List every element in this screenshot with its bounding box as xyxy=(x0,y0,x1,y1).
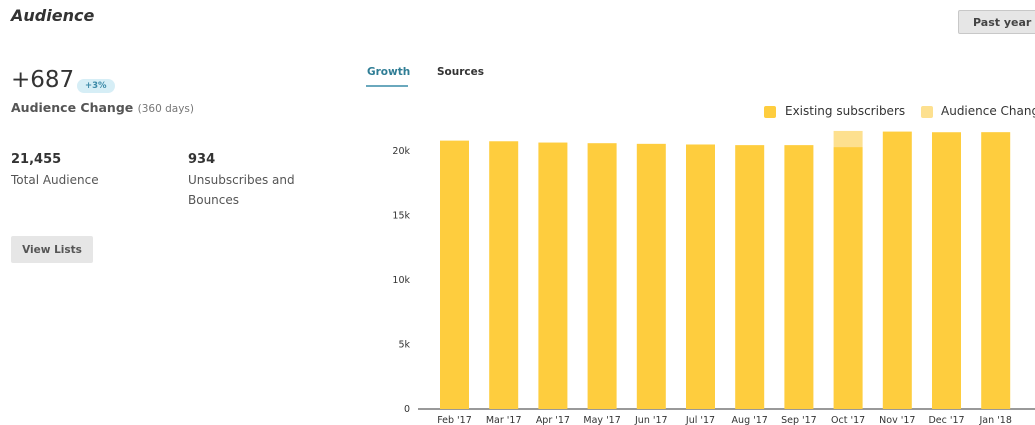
y-tick-label: 5k xyxy=(398,339,410,350)
audience-change-period: (360 days) xyxy=(137,103,194,115)
y-tick-label: 20k xyxy=(392,146,410,157)
x-tick-label: Mar '17 xyxy=(486,415,522,425)
bar-existing-subscribers xyxy=(636,143,666,409)
tab-sources[interactable]: Sources xyxy=(437,66,485,78)
date-range-label: Past year xyxy=(973,16,1032,29)
audience-change-label: Audience Change (360 days) xyxy=(11,100,194,115)
total-audience-value: 21,455 xyxy=(11,152,62,167)
x-tick-label: Apr '17 xyxy=(536,415,570,425)
bar-existing-subscribers xyxy=(440,140,469,409)
bar-existing-subscribers xyxy=(784,145,814,409)
bar-existing-subscribers xyxy=(735,145,765,409)
bar-existing-subscribers xyxy=(932,132,961,409)
x-tick-label: Jul '17 xyxy=(685,415,715,425)
active-tab-indicator xyxy=(366,85,408,87)
bar-audience-change xyxy=(833,130,863,148)
audience-change-value: +687 xyxy=(11,67,75,93)
legend-label-audience-change[interactable]: Audience Change xyxy=(941,104,1035,118)
unsubscribes-value: 934 xyxy=(188,152,216,167)
x-tick-label: May '17 xyxy=(583,415,620,425)
y-tick-label: 0 xyxy=(404,404,410,415)
x-tick-label: Aug '17 xyxy=(732,415,768,425)
bar-existing-subscribers xyxy=(587,143,617,409)
audience-change-title: Audience Change xyxy=(11,100,134,115)
legend-label-existing[interactable]: Existing subscribers xyxy=(785,104,906,118)
bar-existing-subscribers xyxy=(538,142,568,409)
y-tick-label: 10k xyxy=(392,275,410,286)
x-tick-label: Jan '18 xyxy=(979,415,1012,425)
unsubscribes-label: Unsubscribes and Bounces xyxy=(188,173,295,207)
bar-existing-subscribers xyxy=(882,131,912,410)
bar-existing-subscribers xyxy=(833,147,863,409)
x-tick-label: Feb '17 xyxy=(437,415,472,425)
x-tick-label: Nov '17 xyxy=(879,415,915,425)
legend-swatch-existing xyxy=(764,106,776,118)
x-tick-label: Sep '17 xyxy=(781,415,817,425)
legend-swatch-audience-change xyxy=(921,106,933,118)
y-tick-label: 15k xyxy=(392,210,410,221)
x-tick-label: Jun '17 xyxy=(634,415,668,425)
bar-existing-subscribers xyxy=(686,144,715,409)
total-audience-label: Total Audience xyxy=(11,173,99,187)
view-lists-button[interactable]: View Lists xyxy=(11,236,93,263)
x-tick-label: Dec '17 xyxy=(928,415,964,425)
x-tick-label: Oct '17 xyxy=(831,415,865,425)
bar-existing-subscribers xyxy=(489,141,519,410)
bar-existing-subscribers xyxy=(981,132,1011,409)
page-title: Audience xyxy=(11,6,95,25)
date-range-dropdown[interactable]: Past year▼ xyxy=(958,10,1035,34)
change-percent-badge: +3% xyxy=(77,79,115,93)
tab-growth[interactable]: Growth xyxy=(367,66,411,78)
